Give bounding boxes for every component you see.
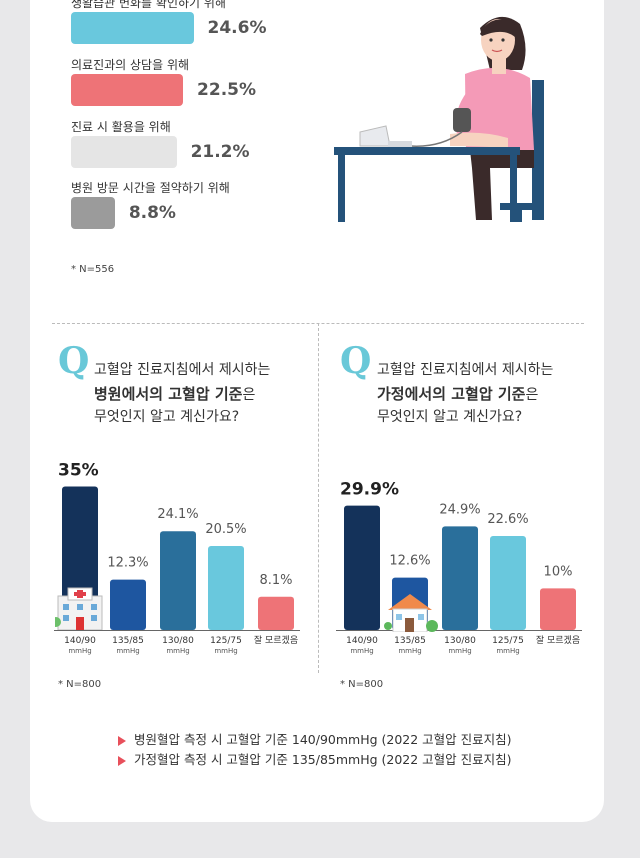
bar [540, 588, 576, 630]
bar [71, 12, 194, 44]
footer-note: 가정혈압 측정 시 고혈압 기준 135/85mmHg (2022 고혈압 진료… [118, 749, 512, 768]
bar [110, 579, 146, 630]
bar [160, 531, 196, 630]
unit-label: mmHg [116, 647, 139, 655]
category-label: 125/75 [210, 636, 242, 646]
footer-text: 가정혈압 측정 시 고혈압 기준 135/85mmHg (2022 고혈압 진료… [134, 752, 512, 767]
home-bp-chart: 29.9%140/90mmHg12.6%135/85mmHg24.9%130/8… [336, 480, 582, 655]
bar [258, 596, 294, 630]
footer-note: 병원혈압 측정 시 고혈압 기준 140/90mmHg (2022 고혈압 진료… [118, 729, 512, 748]
question-emphasis: 병원에서의 고혈압 기준은 [94, 383, 255, 404]
question-line: 고혈압 진료지침에서 제시하는 [94, 362, 271, 378]
footer-text: 병원혈압 측정 시 고혈압 기준 140/90mmHg (2022 고혈압 진료… [134, 732, 512, 747]
bar-value-label: 22.6% [487, 512, 528, 527]
unit-label: mmHg [398, 647, 421, 655]
question-bold: 가정에서의 고혈압 기준 [377, 385, 526, 403]
bar [442, 526, 478, 630]
bar-label: 진료 시 활용을 위해 [71, 120, 171, 134]
column-divider [318, 323, 319, 673]
sample-note: * N=556 [71, 264, 115, 275]
category-label: 130/80 [162, 636, 194, 646]
category-label: 잘 모르겠음 [254, 634, 298, 646]
category-label: 125/75 [492, 636, 524, 646]
q-mark: Q [58, 340, 90, 382]
bar-label: 생활습관 변화를 확인하기 위해 [71, 0, 226, 10]
question-emphasis: 가정에서의 고혈압 기준은 [377, 383, 538, 404]
triangle-icon [118, 755, 126, 766]
question-line: 고혈압 진료지침에서 제시하는 [377, 362, 554, 378]
sample-note: * N=800 [340, 679, 384, 690]
category-label: 135/85 [112, 636, 144, 646]
question-suffix: 은 [525, 387, 539, 403]
bar-value-label: 24.1% [157, 507, 198, 522]
bar [71, 136, 177, 168]
unit-label: mmHg [166, 647, 189, 655]
sample-note: * N=800 [58, 679, 102, 690]
bar-label: 의료진과의 상담을 위해 [71, 58, 190, 72]
question-line: 무엇인지 알고 계신가요? [94, 409, 240, 425]
unit-label: mmHg [68, 647, 91, 655]
bar-value: 22.5% [197, 80, 257, 100]
bar [71, 74, 184, 106]
triangle-icon [118, 735, 126, 746]
question-bold: 병원에서의 고혈압 기준 [94, 385, 243, 403]
bar-value-label: 35% [58, 461, 99, 481]
bar-value-label: 29.9% [340, 480, 399, 500]
category-label: 130/80 [444, 636, 476, 646]
question-suffix: 은 [242, 387, 256, 403]
bar [490, 535, 526, 630]
unit-label: mmHg [496, 647, 519, 655]
bar-value-label: 8.1% [259, 573, 292, 588]
bar-label: 병원 방문 시간을 절약하기 위해 [71, 181, 230, 195]
category-label: 140/90 [64, 636, 96, 646]
bar-value-label: 12.3% [107, 556, 148, 571]
category-label: 잘 모르겠음 [536, 634, 580, 646]
unit-label: mmHg [214, 647, 237, 655]
blood-pressure-illustration [334, 16, 544, 222]
hospital-icon [55, 587, 103, 630]
bar [71, 197, 115, 229]
bar-value-label: 12.6% [389, 554, 430, 569]
bar-value: 21.2% [190, 142, 250, 162]
unit-label: mmHg [448, 647, 471, 655]
bar-value: 8.8% [128, 203, 176, 223]
bar [208, 545, 244, 630]
hospital-bp-chart: 35%140/90mmHg12.3%135/85mmHg24.1%130/80m… [54, 461, 300, 655]
bar [344, 505, 380, 630]
bar-value-label: 24.9% [439, 502, 480, 517]
bar-value-label: 20.5% [205, 522, 246, 537]
q-mark: Q [340, 340, 372, 382]
unit-label: mmHg [350, 647, 373, 655]
category-label: 135/85 [394, 636, 426, 646]
category-label: 140/90 [346, 636, 378, 646]
bar-value-label: 10% [544, 564, 573, 579]
house-icon [384, 594, 438, 632]
question-line: 무엇인지 알고 계신가요? [377, 409, 523, 425]
bar-value: 24.6% [207, 18, 267, 38]
